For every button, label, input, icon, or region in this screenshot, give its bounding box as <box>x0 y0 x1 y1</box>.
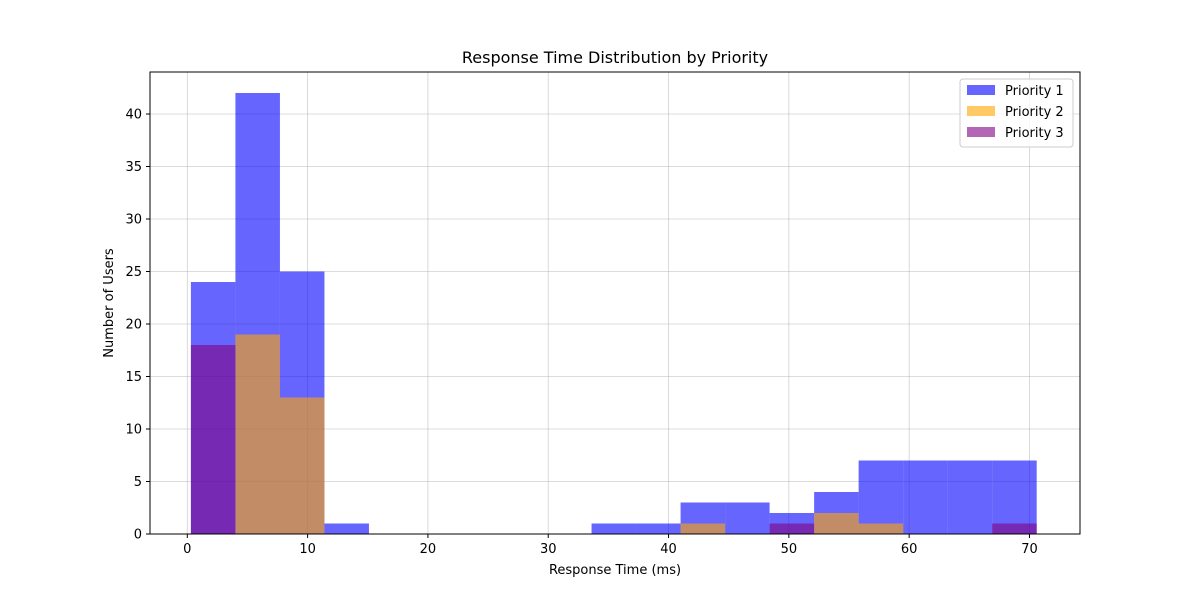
histogram-bar-priority-1 <box>324 523 369 534</box>
legend-swatch-priority-1 <box>967 85 995 95</box>
y-tick-label: 0 <box>134 528 142 543</box>
histogram-bar-priority-1 <box>725 502 770 534</box>
histogram-bar-priority-1 <box>947 460 993 534</box>
y-tick-label: 35 <box>125 160 142 175</box>
chart-title: Response Time Distribution by Priority <box>462 48 768 67</box>
histogram-bar-priority-3 <box>769 523 815 534</box>
x-tick-label: 10 <box>299 542 316 557</box>
legend-label-priority-3: Priority 3 <box>1005 126 1064 141</box>
histogram-bar-priority-2 <box>279 397 325 534</box>
y-tick-label: 15 <box>125 370 142 385</box>
histogram-bar-priority-1 <box>636 523 681 534</box>
y-tick-label: 40 <box>125 108 142 123</box>
histogram-bar-priority-3 <box>190 345 236 534</box>
x-axis-label: Response Time (ms) <box>549 563 681 578</box>
x-tick-label: 40 <box>660 542 677 557</box>
histogram-bar-priority-1 <box>992 460 1037 534</box>
y-tick-label: 25 <box>125 265 142 280</box>
ticks-layer: 0 10 20 30 40 50 60 70 0 5 10 15 20 25 30 35 40 <box>125 108 1037 558</box>
histogram-bar-priority-2 <box>680 523 726 534</box>
x-tick-label: 50 <box>781 542 798 557</box>
histogram-bar-priority-3 <box>992 523 1037 534</box>
legend-swatch-priority-3 <box>967 127 995 137</box>
legend-label-priority-1: Priority 1 <box>1005 84 1064 99</box>
x-tick-label: 60 <box>901 542 918 557</box>
y-tick-label: 10 <box>125 423 142 438</box>
histogram-bar-priority-2 <box>858 523 904 534</box>
y-tick-label: 30 <box>125 213 142 228</box>
histogram-bar-priority-1 <box>858 460 904 534</box>
bars-layer <box>190 93 1037 534</box>
legend-swatch-priority-2 <box>967 106 995 116</box>
x-tick-label: 20 <box>420 542 437 557</box>
legend-label-priority-2: Priority 2 <box>1005 105 1064 120</box>
histogram-bar-priority-1 <box>903 460 948 534</box>
y-tick-label: 5 <box>134 475 142 490</box>
plot-frame <box>149 71 1081 535</box>
histogram-bar-priority-2 <box>235 334 280 534</box>
histogram-bar-priority-2 <box>814 513 859 534</box>
x-tick-label: 30 <box>540 542 557 557</box>
legend: Priority 1 Priority 2 Priority 3 <box>959 78 1074 148</box>
y-tick-label: 20 <box>125 318 142 333</box>
histogram-bar-priority-1 <box>591 523 637 534</box>
x-tick-label: 70 <box>1021 542 1038 557</box>
y-axis-label: Number of Users <box>102 248 117 358</box>
x-tick-label: 0 <box>183 542 191 557</box>
